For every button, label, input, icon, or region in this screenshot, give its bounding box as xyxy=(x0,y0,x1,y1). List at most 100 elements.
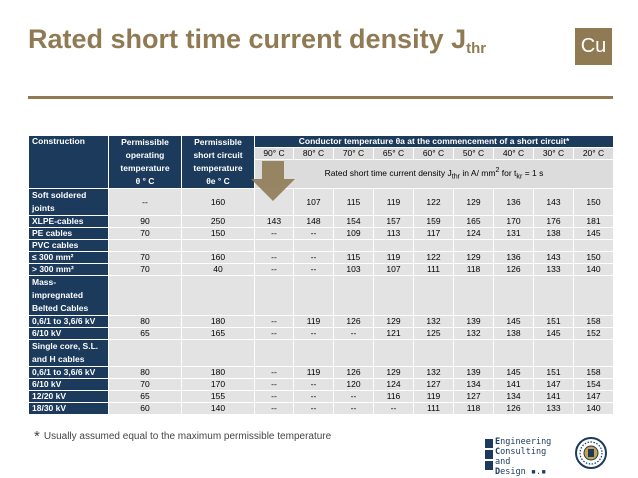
density-cell: 140 xyxy=(572,263,615,276)
density-cell: 147 xyxy=(572,390,615,403)
density-cell: -- xyxy=(293,390,334,403)
density-cell: 119 xyxy=(293,315,334,328)
density-cell: 129 xyxy=(453,251,494,264)
short-circuit-temp-cell: 140 xyxy=(181,402,255,415)
density-cell: 129 xyxy=(373,315,414,328)
density-cell: 157 xyxy=(373,215,414,228)
footnote: * Usually assumed equal to the maximum pe… xyxy=(34,428,331,445)
density-cell: -- xyxy=(254,390,294,403)
density-cell: 126 xyxy=(333,366,374,379)
density-cell: 154 xyxy=(572,378,615,391)
density-cell: 117 xyxy=(413,227,454,240)
density-cell: 143 xyxy=(533,188,574,216)
operating-temp-cell: 60 xyxy=(108,402,182,415)
density-cell: 145 xyxy=(572,227,615,240)
operating-temp-cell: 70 xyxy=(108,378,182,391)
density-cell: 132 xyxy=(413,366,454,379)
temp-header-cell: 80° C xyxy=(293,147,334,160)
density-cell: 145 xyxy=(493,366,534,379)
table-row: Single core, S.L. and H cables xyxy=(28,339,615,367)
density-cell xyxy=(254,239,294,252)
density-cell xyxy=(453,239,494,252)
short-circuit-temp-cell xyxy=(181,239,255,252)
density-cell xyxy=(572,239,615,252)
density-cell: 136 xyxy=(493,251,534,264)
row-label: 0,6/1 to 3,6/6 kV xyxy=(28,366,109,379)
density-cell xyxy=(373,275,414,316)
logo-bars xyxy=(485,439,493,471)
density-cell: 151 xyxy=(533,315,574,328)
density-cell: 118 xyxy=(453,402,494,415)
temp-header-cell: 20° C xyxy=(572,147,615,160)
density-cell: 124 xyxy=(453,227,494,240)
density-cell: 145 xyxy=(493,315,534,328)
density-cell: 147 xyxy=(533,378,574,391)
row-label: > 300 mm² xyxy=(28,263,109,276)
density-cell: -- xyxy=(254,263,294,276)
density-cell: 111 xyxy=(413,402,454,415)
density-cell: 152 xyxy=(572,327,615,340)
density-cell: 107 xyxy=(293,188,334,216)
element-badge: Cu xyxy=(575,28,612,65)
density-cell: 150 xyxy=(572,188,615,216)
density-cell: 121 xyxy=(373,327,414,340)
density-cell: -- xyxy=(293,327,334,340)
density-cell: 165 xyxy=(453,215,494,228)
table-row: ≤ 300 mm² 70 160 -- -- 115 119 122 129 136 143 150 xyxy=(28,251,615,264)
density-cell: -- xyxy=(293,263,334,276)
university-seal-icon xyxy=(575,437,607,469)
down-arrow-icon xyxy=(251,161,295,201)
temp-header-cell: 90° C xyxy=(254,147,294,160)
density-cell: 127 xyxy=(413,378,454,391)
header-rated-label: Rated short time current density Jthr in… xyxy=(253,159,615,189)
table-row: Soft soldered joints -- 160 107 115 119 122 129… xyxy=(28,188,615,216)
short-circuit-temp-cell xyxy=(181,275,255,316)
density-cell: 119 xyxy=(373,251,414,264)
density-cell: 119 xyxy=(413,390,454,403)
short-circuit-temp-cell: 40 xyxy=(181,263,255,276)
density-cell: 109 xyxy=(333,227,374,240)
table-row: 6/10 kV 70 170 -- -- 120 124 127 134 141 147 154 xyxy=(28,378,615,391)
density-cell xyxy=(493,275,534,316)
density-cell: 159 xyxy=(413,215,454,228)
density-cell xyxy=(254,339,294,367)
density-cell: 122 xyxy=(413,251,454,264)
density-cell xyxy=(333,239,374,252)
row-label: XLPE-cables xyxy=(28,215,109,228)
density-cell: -- xyxy=(333,402,374,415)
density-cell: 129 xyxy=(453,188,494,216)
density-cell: 140 xyxy=(572,402,615,415)
density-cell: 134 xyxy=(493,390,534,403)
row-label: 6/10 kV xyxy=(28,327,109,340)
temp-header-cell: 70° C xyxy=(333,147,374,160)
operating-temp-cell: 70 xyxy=(108,263,182,276)
short-circuit-temp-cell: 180 xyxy=(181,366,255,379)
density-cell: 115 xyxy=(333,251,374,264)
slide-title: Rated short time current density Jthr xyxy=(28,24,487,57)
table-row: Mass-impregnated Belted Cables xyxy=(28,275,615,316)
density-cell: 120 xyxy=(333,378,374,391)
density-cell: -- xyxy=(254,251,294,264)
density-cell: 170 xyxy=(493,215,534,228)
density-cell: 133 xyxy=(533,402,574,415)
density-cell: 116 xyxy=(373,390,414,403)
density-cell: 139 xyxy=(453,366,494,379)
row-label: 18/30 kV xyxy=(28,402,109,415)
short-circuit-temp-cell: 150 xyxy=(181,227,255,240)
density-cell xyxy=(413,275,454,316)
density-cell: 124 xyxy=(373,378,414,391)
density-cell: 122 xyxy=(413,188,454,216)
title-divider xyxy=(28,96,613,99)
temp-header-cell: 40° C xyxy=(493,147,534,160)
density-cell: 113 xyxy=(373,227,414,240)
short-circuit-temp-cell: 160 xyxy=(181,251,255,264)
density-cell: 132 xyxy=(413,315,454,328)
density-cell xyxy=(493,339,534,367)
density-cell: -- xyxy=(333,390,374,403)
table-row: 12/20 kV 65 155 -- -- -- 116 119 127 134 141 147 xyxy=(28,390,615,403)
density-cell: 119 xyxy=(293,366,334,379)
operating-temp-cell: 70 xyxy=(108,251,182,264)
density-cell: 125 xyxy=(413,327,454,340)
density-cell xyxy=(493,239,534,252)
density-cell: 143 xyxy=(533,251,574,264)
